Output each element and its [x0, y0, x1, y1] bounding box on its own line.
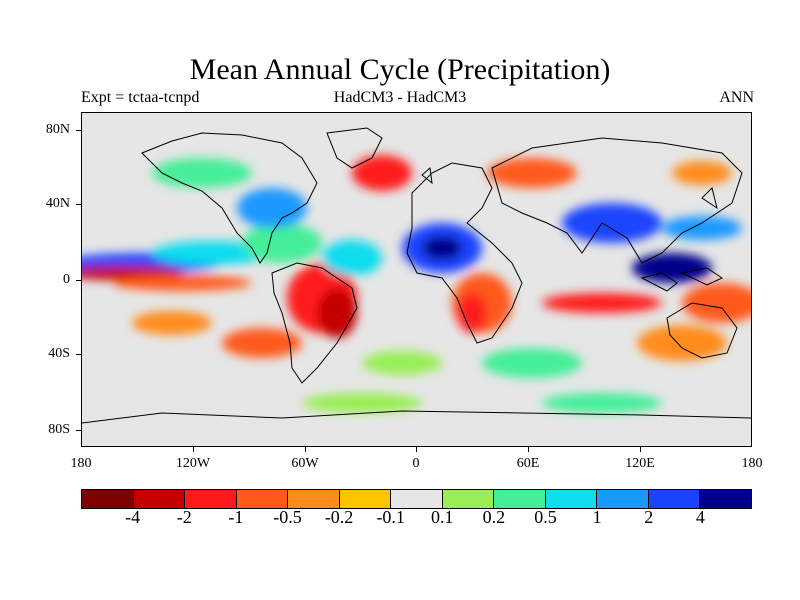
experiment-label: Expt = tctaa-tcnpd [81, 89, 200, 106]
colorbar-label: 0.1 [431, 507, 454, 527]
colorbar-swatch [700, 490, 751, 508]
chart-title: Mean Annual Cycle (Precipitation) [189, 53, 611, 86]
x-tick [193, 447, 194, 452]
x-tick-label-120e: 120E [625, 456, 655, 471]
x-tick [305, 447, 306, 452]
x-tick-label-180e: 180 [741, 456, 763, 471]
colorbar-label: -0.1 [376, 507, 405, 527]
colorbar-label: -0.5 [273, 507, 302, 527]
y-tick [76, 430, 81, 431]
x-tick-label-120w: 120W [175, 456, 211, 471]
season-label: ANN [719, 89, 754, 106]
colorbar-label: 1 [592, 507, 602, 527]
x-tick-label-0: 0 [412, 456, 420, 471]
x-tick-label-180w: 180 [70, 456, 92, 471]
x-tick [640, 447, 641, 452]
x-tick-label-60e: 60E [516, 456, 540, 471]
colorbar-swatch [133, 490, 186, 508]
y-tick [76, 204, 81, 205]
precip-field [82, 155, 751, 413]
y-tick [76, 280, 81, 281]
y-tick [76, 130, 81, 131]
y-tick-label-0: 0 [63, 272, 70, 287]
colorbar-swatch [185, 490, 237, 508]
colorbar-swatch [288, 490, 340, 508]
colorbar-swatch [236, 490, 289, 508]
colorbar-swatch [494, 490, 546, 508]
colorbar-label: -0.2 [324, 507, 354, 527]
colorbar-swatch [391, 490, 443, 508]
colorbar-swatch [82, 490, 134, 508]
colorbar-label: -2 [176, 507, 192, 527]
x-tick-label-60w: 60W [291, 456, 319, 471]
x-tick [528, 447, 529, 452]
map-plot-area [81, 112, 752, 447]
colorbar-label: -1 [228, 507, 244, 527]
precipitation-map [82, 113, 751, 446]
coastlines [82, 127, 751, 424]
colorbar-label: 0.2 [482, 507, 506, 527]
model-label: HadCM3 - HadCM3 [333, 89, 467, 106]
colorbar-label: -4 [125, 507, 141, 527]
colorbar-label: 2 [644, 507, 654, 527]
colorbar-label: 0.5 [534, 507, 557, 527]
colorbar [81, 489, 752, 509]
x-tick [416, 447, 417, 452]
colorbar-swatch [545, 490, 598, 508]
y-tick-label-80s: 80S [48, 422, 70, 437]
y-tick-label-80n: 80N [45, 122, 70, 137]
colorbar-swatch [442, 490, 495, 508]
colorbar-swatch [597, 490, 649, 508]
y-tick-label-40s: 40S [48, 346, 70, 361]
colorbar-swatch [648, 490, 701, 508]
y-tick [76, 354, 81, 355]
colorbar-swatch [339, 490, 392, 508]
colorbar-label: 4 [695, 507, 705, 527]
y-tick-label-40n: 40N [45, 196, 70, 211]
